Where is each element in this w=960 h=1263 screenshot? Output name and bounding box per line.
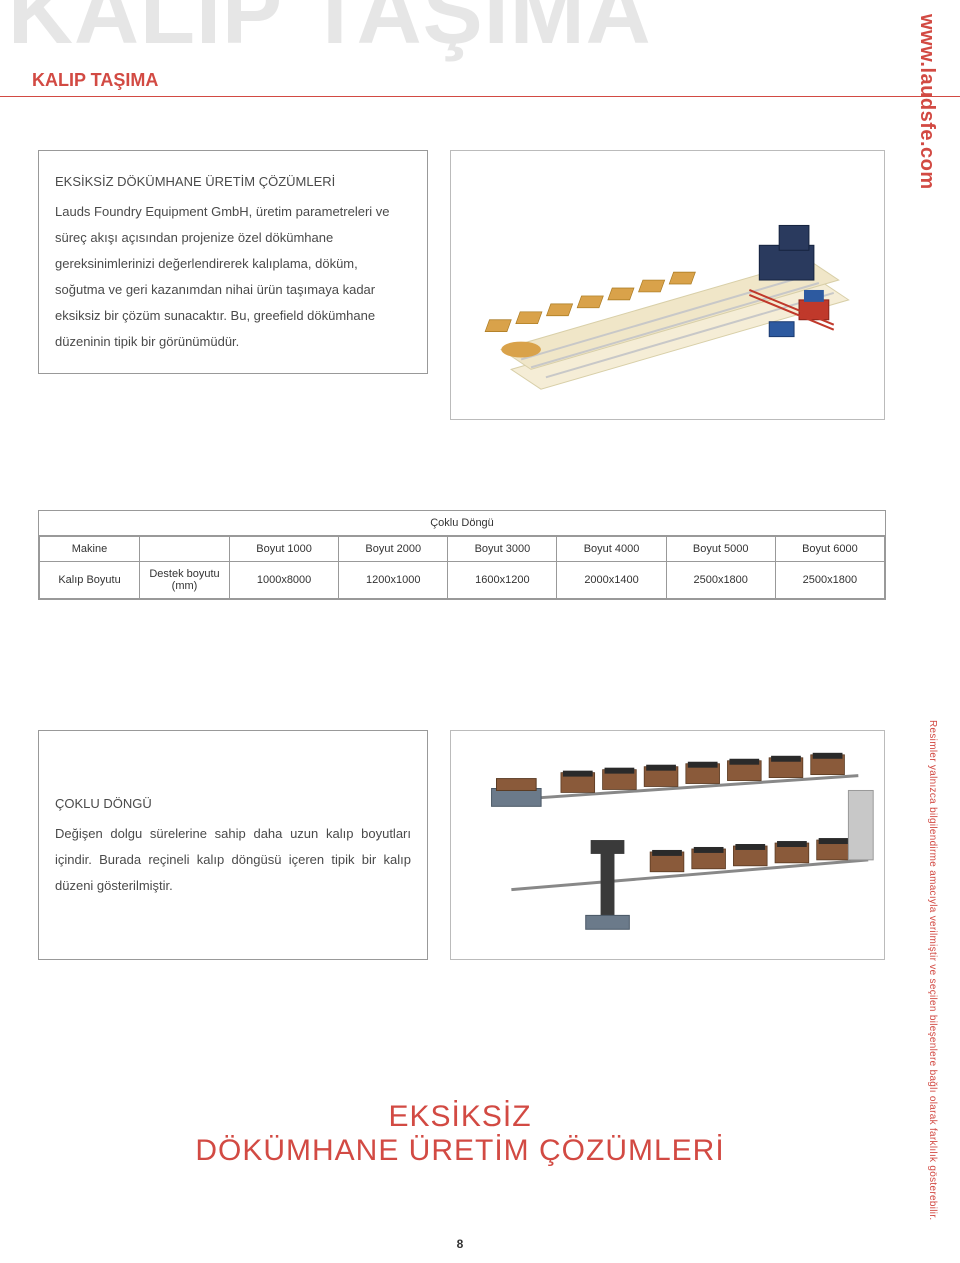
table-row-makine: Makine Boyut 1000 Boyut 2000 Boyut 3000 …: [40, 537, 885, 562]
intro-body: Lauds Foundry Equipment GmbH, üretim par…: [55, 199, 411, 355]
row-sub: Destek boyutu (mm): [140, 562, 230, 599]
title-underline: [0, 96, 960, 97]
mold-loop-svg: [451, 731, 884, 959]
section-title: KALIP TAŞIMA: [32, 70, 158, 91]
footer-line-1: EKSİKSİZ: [0, 1100, 920, 1134]
cell: Boyut 4000: [557, 537, 666, 562]
intro-text-box: EKSİKSİZ DÖKÜMHANE ÜRETİM ÇÖZÜMLERİ Laud…: [38, 150, 428, 374]
intro-heading: EKSİKSİZ DÖKÜMHANE ÜRETİM ÇÖZÜMLERİ: [55, 169, 411, 195]
cell: Boyut 2000: [339, 537, 448, 562]
foundry-layout-render: [450, 150, 885, 420]
spec-table: Çoklu Döngü Makine Boyut 1000 Boyut 2000…: [38, 510, 886, 600]
row-label: Makine: [40, 537, 140, 562]
cell: 1600x1200: [448, 562, 557, 599]
coklu-body: Değişen dolgu sürelerine sahip daha uzun…: [55, 821, 411, 899]
side-disclaimer: Resimler yalnızca bilgilendirme amacıyla…: [927, 720, 938, 1220]
table-title: Çoklu Döngü: [39, 511, 885, 536]
coklu-text-box: ÇOKLU DÖNGÜ Değişen dolgu sürelerine sah…: [38, 730, 428, 960]
footer-title: EKSİKSİZ DÖKÜMHANE ÜRETİM ÇÖZÜMLERİ: [0, 1100, 920, 1168]
row-sub-empty: [140, 537, 230, 562]
page-number: 8: [0, 1237, 920, 1251]
cell: Boyut 6000: [775, 537, 884, 562]
cell: Boyut 5000: [666, 537, 775, 562]
cell: Boyut 1000: [230, 537, 339, 562]
coklu-heading: ÇOKLU DÖNGÜ: [55, 791, 411, 817]
mold-loop-render: [450, 730, 885, 960]
foundry-layout-svg: [451, 151, 884, 419]
row-label: Kalıp Boyutu: [40, 562, 140, 599]
footer-line-2: DÖKÜMHANE ÜRETİM ÇÖZÜMLERİ: [0, 1134, 920, 1168]
cell: 2500x1800: [666, 562, 775, 599]
cell: 2500x1800: [775, 562, 884, 599]
cell: 1200x1000: [339, 562, 448, 599]
cell: 1000x8000: [230, 562, 339, 599]
background-watermark-title: KALIP TAŞIMA: [8, 0, 652, 65]
table-row-kalip: Kalıp Boyutu Destek boyutu (mm) 1000x800…: [40, 562, 885, 599]
cell: Boyut 3000: [448, 537, 557, 562]
site-url-vertical: www.laudsfe.com: [915, 14, 938, 190]
cell: 2000x1400: [557, 562, 666, 599]
